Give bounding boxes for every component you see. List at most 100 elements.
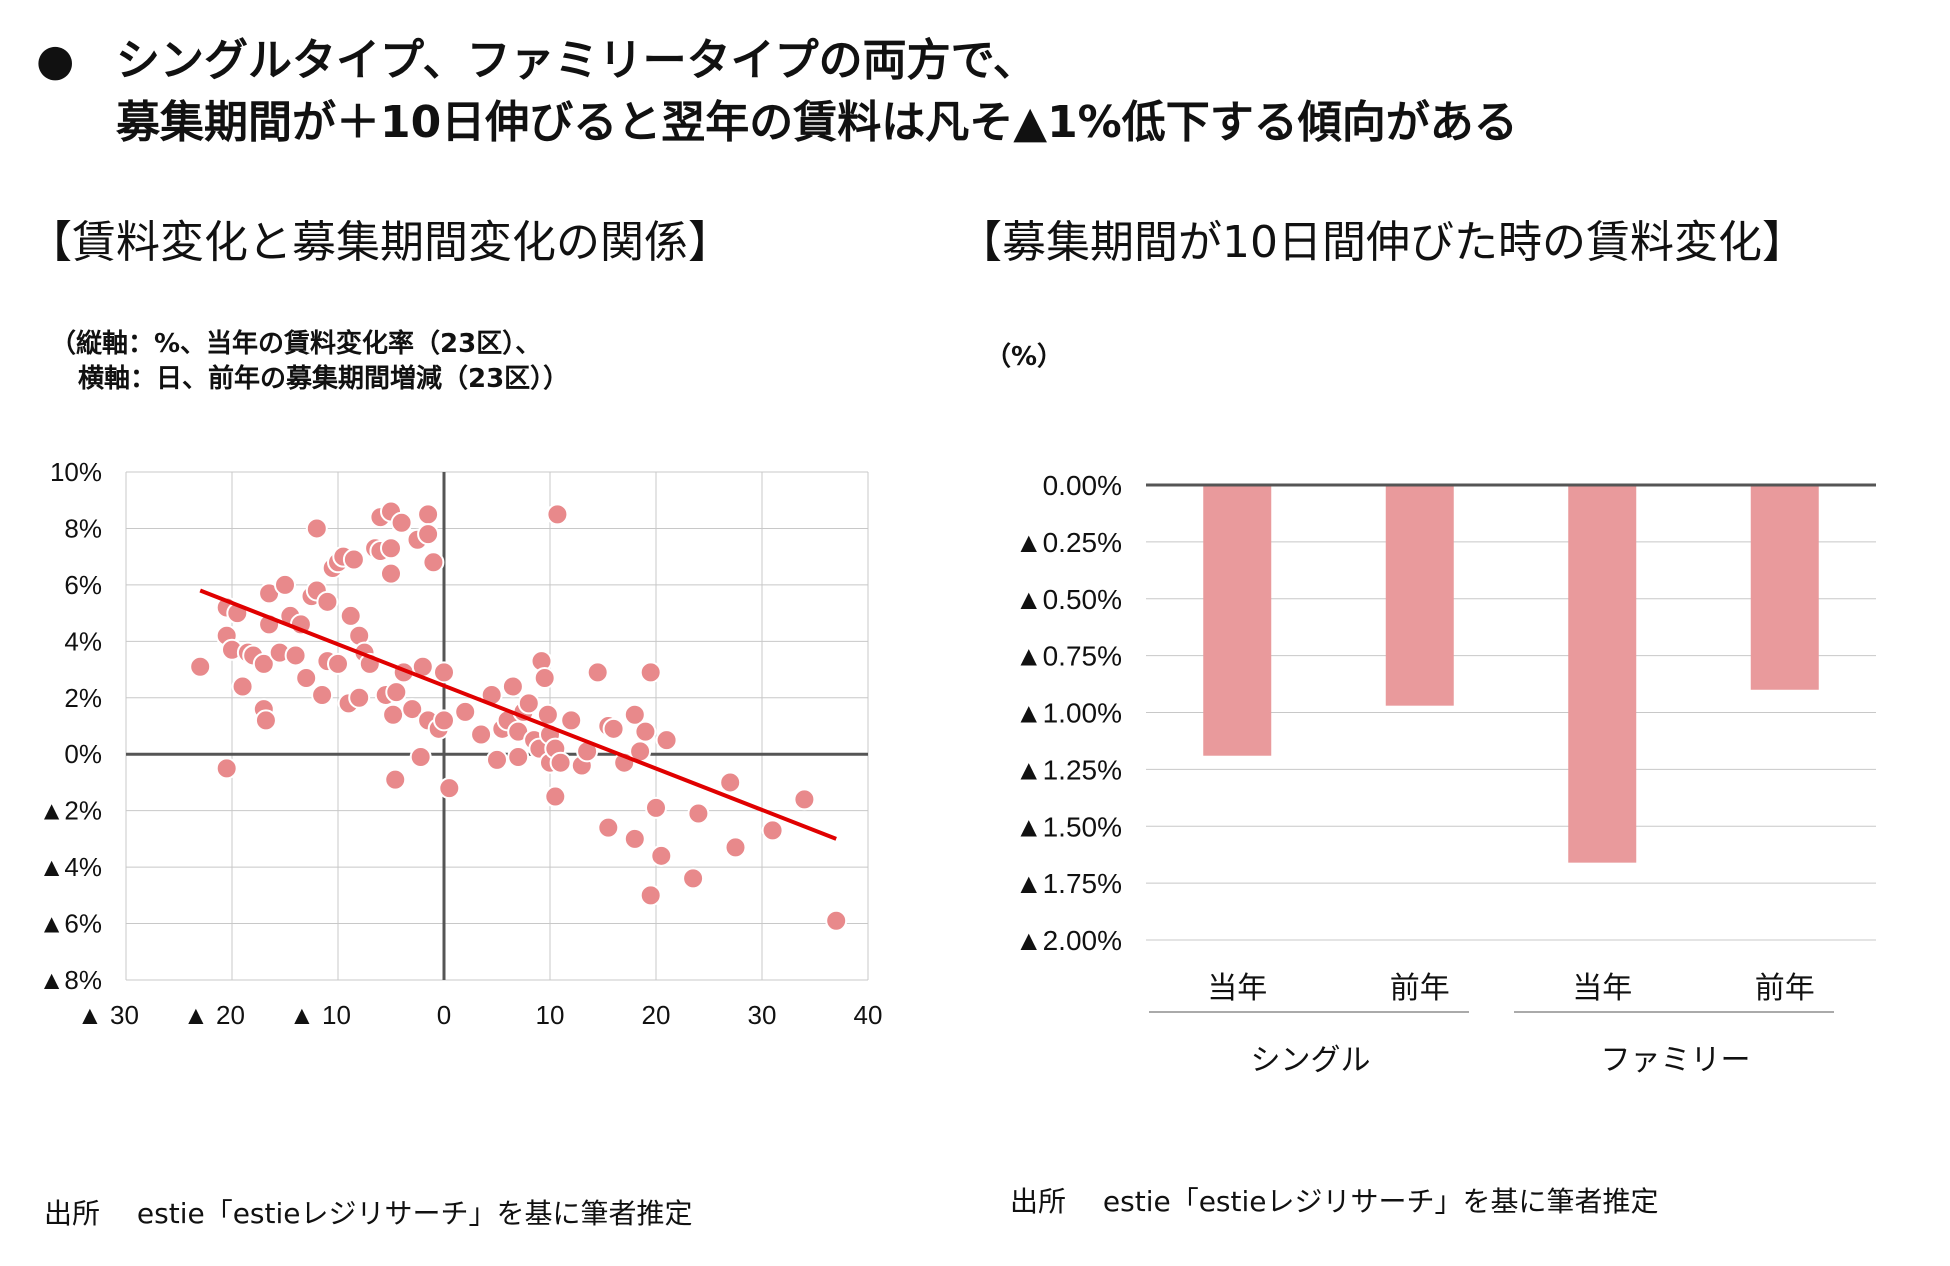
bar-y-tick-label: ▲0.25% [1015,527,1122,558]
scatter-x-tick-label: 30 [748,1000,777,1030]
scatter-point [348,686,371,709]
scatter-point [252,652,275,675]
scatter-point [215,757,238,780]
scatter-point [687,802,710,825]
scatter-x-tick-label: ▲ 20 [183,1000,245,1030]
scatter-x-tick-label: 40 [854,1000,883,1030]
scatter-point [639,661,662,684]
scatter-point [825,909,848,932]
bar-y-tick-label: ▲0.75% [1015,641,1122,672]
trend-line [199,588,837,841]
bar-2 [1385,485,1454,706]
bar-1 [1203,485,1272,756]
scatter-point [597,816,620,839]
scatter-point [546,503,569,526]
bar-chart: 0.00% ▲0.25% ▲0.50% ▲0.75% ▲1.00% ▲1.25% ▲1.50… [1015,470,1876,1077]
bar-category-label: 当年 [1572,972,1632,1005]
scatter-point [533,667,556,690]
scatter-point [719,771,742,794]
scatter-point [417,523,440,546]
scatter-point [295,667,318,690]
scatter-y-tick-label: 10% [50,457,102,487]
scatter-point [645,796,667,819]
scatter-point [438,777,461,800]
scatter-axis-note-2: 横軸：日、前年の募集期間増減（23区）） [78,364,570,394]
bar-y-tick-label: 0.00% [1043,470,1122,501]
scatter-point [380,537,402,560]
scatter-point [382,703,405,726]
bar-y-tick-label: ▲2.00% [1015,925,1122,956]
scatter-point [390,511,413,534]
scatter-point [517,692,540,715]
headline-line-2: 募集期間が＋10日伸びると翌年の賃料は凡そ▲1%低下する傾向がある [116,97,1518,148]
scatter-point [655,729,678,752]
scatter-y-tick-label: 8% [64,513,102,543]
bar-y-tick-label: ▲1.75% [1015,868,1122,899]
scatter-point [189,655,212,678]
headline-line-1: シングルタイプ、ファミリータイプの両方で、 [116,35,1037,86]
scatter-chart: 10% 8% 6% 4% 2% 0% ▲2% ▲4% ▲6% ▲8% ▲ 30 ▲ 20 ▲ 10 0 10… [39,457,883,1030]
scatter-point [316,590,339,613]
scatter-point [339,604,362,627]
scatter-point [486,748,508,771]
scatter-y-tick-label: 0% [64,739,102,769]
scatter-point [544,785,567,808]
scatter-point [549,751,572,774]
scatter-point [586,661,609,684]
scatter-point [623,703,646,726]
bar-group-label: ファミリー [1601,1044,1751,1077]
scatter-x-tick-label: 10 [536,1000,565,1030]
scatter-point [380,562,402,585]
scatter-point [327,652,349,675]
scatter-point [384,768,407,791]
bar-source-note: 出所 estie「estieレジリサーチ」を基に筆者推定 [1010,1185,1659,1218]
scatter-point [724,836,747,859]
scatter-point [409,746,432,769]
bar-3 [1568,485,1637,863]
scatter-point [305,517,328,540]
bar-category-label: 前年 [1755,972,1815,1005]
scatter-point [507,746,530,769]
scatter-point [470,723,493,746]
scatter-point [274,573,296,596]
scatter-point [284,644,307,667]
scatter-section-title: 【賃料変化と募集期間変化の関係】 [28,217,732,268]
scatter-point [560,709,583,732]
scatter-y-tick-label: 4% [64,626,102,656]
scatter-axis-note-1: （縦軸：%、当年の賃料変化率（23区）、 [50,329,542,359]
scatter-point [254,709,277,732]
bar-y-tick-label: ▲1.25% [1015,754,1122,785]
scatter-x-tick-label: ▲ 30 [77,1000,139,1030]
scatter-point [401,698,424,721]
scatter-point [682,867,705,890]
scatter-x-tick-label: ▲ 10 [289,1000,351,1030]
bar-y-tick-label: ▲1.00% [1015,698,1122,729]
scatter-point [761,819,784,842]
scatter-point [634,720,657,743]
scatter-point [623,827,646,850]
scatter-point [433,661,455,684]
bar-4 [1750,485,1819,690]
scatter-point [501,675,524,698]
scatter-source-note: 出所 estie「estieレジリサーチ」を基に筆者推定 [44,1197,693,1230]
scatter-point [454,700,477,723]
scatter-point [650,844,673,867]
bar-group-label: シングル [1251,1044,1371,1077]
scatter-x-tick-label: 0 [437,1000,451,1030]
bullet-icon: ● [36,35,75,86]
scatter-point [231,675,254,698]
bar-unit-label: （%） [985,342,1064,372]
scatter-point [433,709,455,732]
bar-section-title: 【募集期間が10日間伸びた時の賃料変化】 [958,217,1806,268]
scatter-point [385,681,408,704]
scatter-y-tick-label: ▲6% [39,909,102,939]
scatter-point [793,788,816,811]
scatter-point [422,551,445,574]
scatter-y-tick-label: ▲4% [39,852,102,882]
scatter-point [342,548,365,571]
scatter-point [639,884,662,907]
scatter-y-tick-label: 6% [64,570,102,600]
scatter-point [311,683,334,706]
scatter-point [602,717,625,740]
bar-category-label: 前年 [1390,972,1450,1005]
